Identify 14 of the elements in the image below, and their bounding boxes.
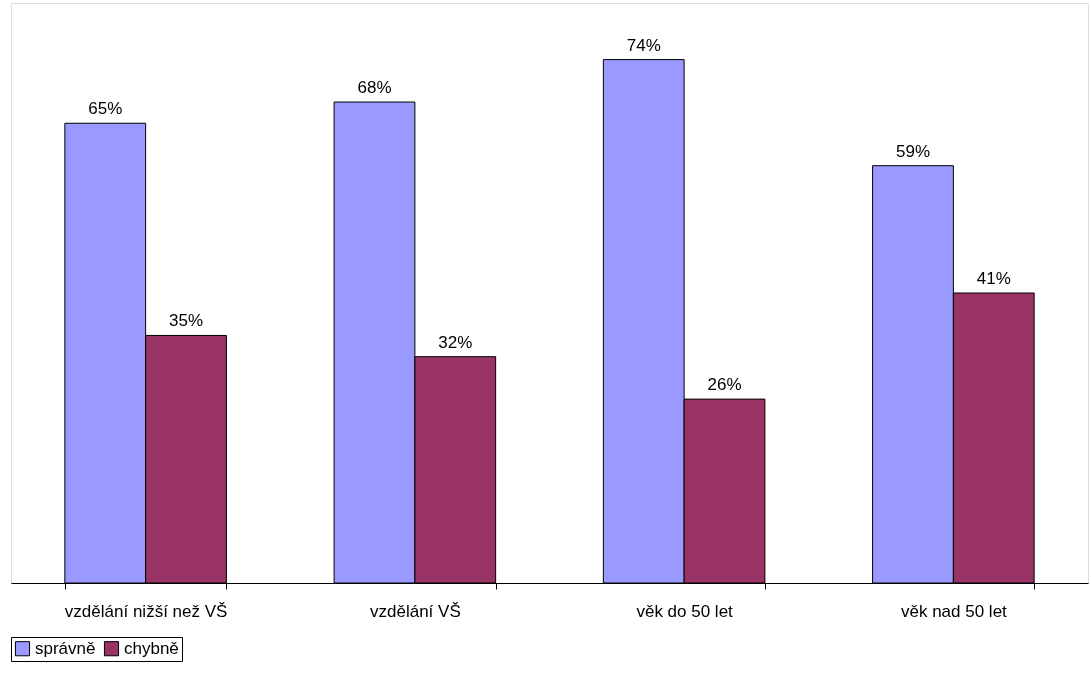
data-label: 68% — [357, 78, 392, 98]
data-label: 26% — [707, 375, 742, 395]
legend-label: chybně — [124, 638, 179, 658]
data-label: 32% — [438, 332, 473, 352]
x-tick-label: vzdělání nižší než VŠ — [64, 601, 228, 621]
x-tick-label: věk do 50 let — [636, 601, 734, 621]
x-tick-label: věk nad 50 let — [900, 601, 1008, 621]
data-label: 65% — [88, 99, 123, 119]
data-label: 59% — [895, 141, 930, 161]
x-tick-label: vzdělání VŠ — [370, 601, 461, 621]
data-label: 74% — [626, 35, 661, 55]
data-label: 35% — [169, 311, 204, 331]
legend-label: správně — [35, 638, 96, 658]
data-label: 41% — [976, 269, 1011, 288]
